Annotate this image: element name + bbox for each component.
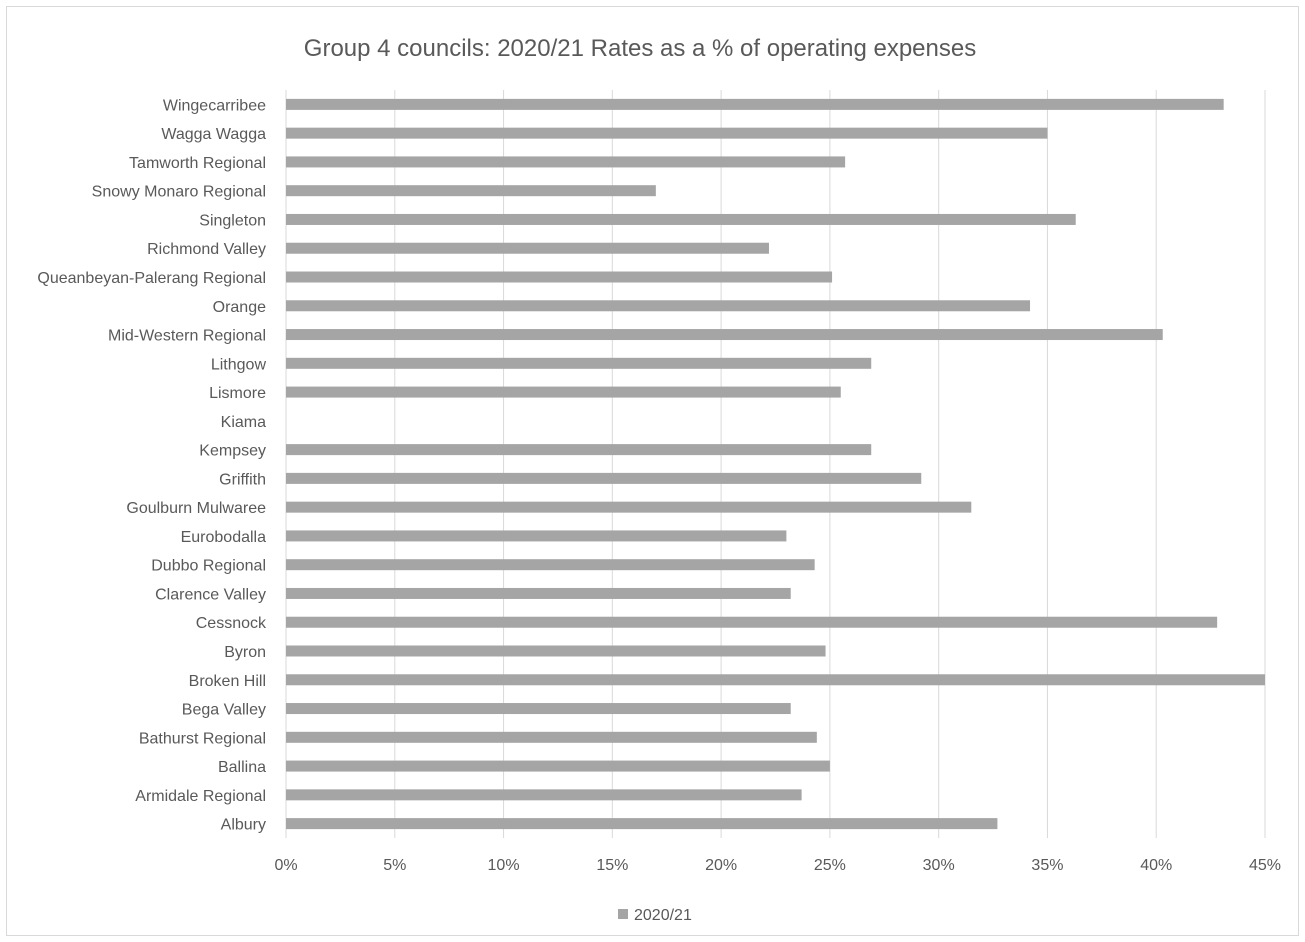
x-tick-label: 35% — [1031, 857, 1063, 874]
legend-label: 2020/21 — [634, 907, 692, 924]
category-label: Broken Hill — [189, 673, 266, 690]
bar — [286, 242, 769, 254]
bar — [286, 559, 815, 571]
x-tick-label: 20% — [705, 857, 737, 874]
bar — [286, 818, 998, 830]
category-label: Goulburn Mulwaree — [126, 500, 266, 517]
x-tick-label: 10% — [488, 857, 520, 874]
bar — [286, 789, 802, 801]
bar — [286, 127, 1048, 139]
x-tick-label: 0% — [274, 857, 297, 874]
category-label: Wagga Wagga — [161, 126, 266, 143]
x-tick-label: 30% — [923, 857, 955, 874]
x-tick-label: 5% — [383, 857, 406, 874]
bar — [286, 674, 1265, 686]
chart-title: Group 4 councils: 2020/21 Rates as a % o… — [304, 35, 976, 62]
category-label: Tamworth Regional — [129, 155, 266, 172]
bar — [286, 300, 1031, 312]
bar — [286, 156, 846, 168]
category-label: Mid-Western Regional — [108, 328, 266, 345]
category-label: Singleton — [199, 212, 266, 229]
bar — [286, 444, 872, 456]
bar — [286, 760, 830, 772]
bar — [286, 616, 1218, 628]
bar — [286, 329, 1163, 341]
category-label: Griffith — [219, 471, 266, 488]
bar — [286, 271, 833, 283]
category-label: Bathurst Regional — [139, 730, 266, 747]
bars — [286, 98, 1265, 830]
bar — [286, 530, 787, 542]
legend-swatch — [618, 909, 628, 919]
category-label: Bega Valley — [182, 702, 266, 719]
category-label: Queanbeyan-Palerang Regional — [37, 270, 266, 287]
bar — [286, 587, 791, 599]
x-tick-label: 15% — [596, 857, 628, 874]
category-label: Lismore — [209, 385, 266, 402]
category-label: Kempsey — [199, 443, 266, 460]
x-tick-label: 25% — [814, 857, 846, 874]
bar — [286, 98, 1224, 110]
category-label: Clarence Valley — [155, 586, 266, 603]
x-axis-tick-labels: 0% 5% 10% 15% 20% 25% 30% 35% 40% 45% — [274, 857, 1281, 874]
category-label: Kiama — [221, 414, 266, 431]
bar — [286, 472, 922, 484]
bar — [286, 185, 656, 197]
category-label: Wingecarribee — [163, 97, 266, 114]
x-tick-label: 45% — [1249, 857, 1281, 874]
category-label: Dubbo Regional — [151, 558, 266, 575]
bar — [286, 213, 1076, 225]
bar — [286, 731, 817, 743]
category-label: Eurobodalla — [181, 529, 267, 546]
category-label: Byron — [224, 644, 266, 661]
bar — [286, 501, 972, 513]
bar — [286, 645, 826, 657]
bar — [286, 386, 841, 398]
category-label: Richmond Valley — [147, 241, 266, 258]
bar — [286, 357, 872, 369]
category-label: Ballina — [218, 759, 266, 776]
category-label: Armidale Regional — [135, 788, 266, 805]
category-label: Snowy Monaro Regional — [92, 184, 266, 201]
x-tick-label: 40% — [1140, 857, 1172, 874]
category-label: Orange — [213, 299, 266, 316]
category-label: Lithgow — [211, 356, 267, 373]
category-labels: Wingecarribee Wagga Wagga Tamworth Regiona… — [37, 97, 267, 833]
category-label: Albury — [221, 817, 266, 834]
bar — [286, 703, 791, 715]
legend: 2020/21 — [618, 907, 692, 924]
category-label: Cessnock — [196, 615, 267, 632]
